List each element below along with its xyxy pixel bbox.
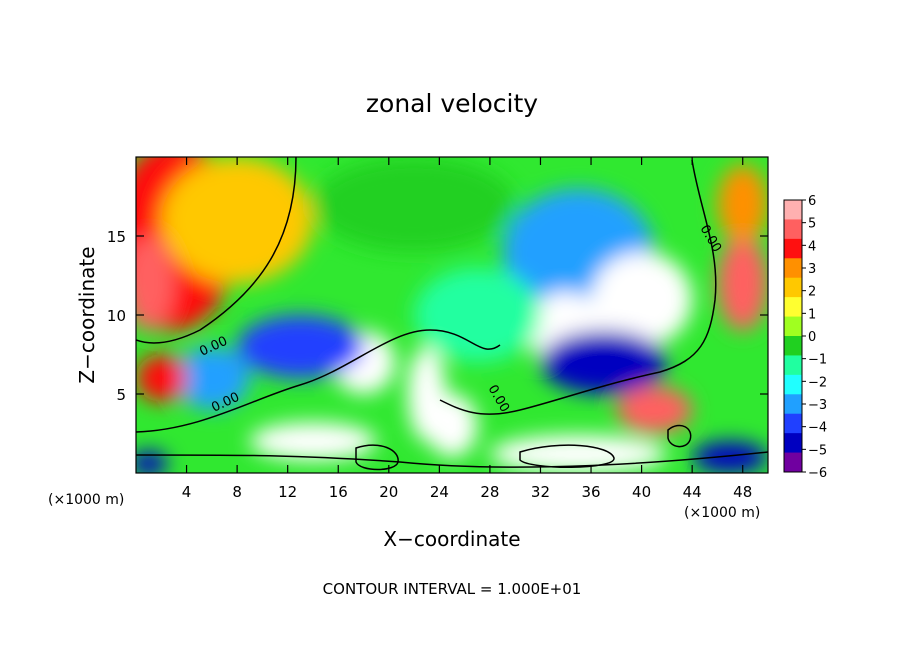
- field-blob-21: [414, 267, 541, 363]
- colorbar-swatch: [784, 238, 802, 259]
- velocity-field: [136, 157, 768, 473]
- x-tick-label: 8: [232, 483, 242, 501]
- x-tick-label: 40: [632, 483, 651, 501]
- x-tick-label: 20: [379, 483, 398, 501]
- colorbar-tick-label: −5: [808, 443, 827, 458]
- colorbar: 6 5 4 3 2 1 0 −1 −2 −3 −4 −5 −6: [783, 194, 827, 481]
- colorbar-swatch: [784, 394, 802, 415]
- contour-line-right: [439, 159, 717, 415]
- colorbar-swatch: [784, 336, 802, 356]
- colorbar-swatch: [784, 316, 802, 337]
- y-tick-label: 5: [116, 386, 126, 404]
- chart-title: zonal velocity: [366, 89, 538, 118]
- colorbar-tick-label: −1: [808, 353, 827, 368]
- colorbar-tick-label: −3: [808, 398, 827, 413]
- x-tick-label: 36: [581, 483, 600, 501]
- colorbar-swatch: [784, 433, 802, 454]
- field-blob-5: [591, 251, 693, 347]
- contour-closed-3: [667, 424, 692, 448]
- zero-contours: [136, 157, 768, 471]
- y-tick-label: 15: [107, 228, 126, 246]
- x-tick-label: 48: [733, 483, 752, 501]
- colorbar-tick-label: 4: [808, 239, 816, 254]
- contour-interval-note: CONTOUR INTERVAL = 1.000E+01: [323, 580, 582, 598]
- contour-line-lower-left: [136, 329, 501, 433]
- field-blob-3: [312, 157, 516, 252]
- colorbar-swatch: [784, 277, 802, 298]
- contour-line-left: [136, 157, 297, 344]
- contour-line-bottom: [136, 451, 768, 468]
- colorbar-tick-label: −4: [808, 421, 827, 436]
- colorbar-tick-label: 3: [808, 262, 816, 277]
- y-axis-label: Z−coordinate: [75, 246, 99, 383]
- field-blob-9: [237, 315, 364, 379]
- field-blob-19: [692, 441, 768, 473]
- x-axis-label: X−coordinate: [383, 527, 520, 551]
- colorbar-swatch: [784, 413, 802, 434]
- x-tick-label: 28: [480, 483, 499, 501]
- field-blob-1: [136, 236, 174, 331]
- x-tick-label: 12: [278, 483, 297, 501]
- colorbar-swatch: [784, 355, 802, 376]
- x-tick-label: 32: [531, 483, 550, 501]
- contour-closed-2: [519, 444, 615, 469]
- colorbar-tick-label: 1: [808, 307, 816, 322]
- colorbar-tick-label: 2: [808, 285, 816, 300]
- y-tick-label: 10: [107, 307, 126, 325]
- colorbar-swatch: [784, 297, 802, 318]
- field-blob-7: [540, 330, 667, 394]
- colorbar-swatch: [784, 452, 802, 473]
- colorbar-tick-label: 6: [808, 194, 816, 209]
- field-blob-10: [173, 346, 250, 410]
- field-blob-13: [249, 422, 377, 461]
- contour-closed-1: [355, 444, 399, 471]
- colorbar-swatch: [784, 374, 802, 395]
- field-blob-20: [136, 450, 168, 473]
- colorbar-tick-label: 0: [808, 330, 816, 345]
- x-unit-label-right: (×1000 m): [684, 505, 760, 521]
- y-axis: 5 10 15: [107, 228, 768, 404]
- field-blob-17: [717, 236, 768, 331]
- colorbar-tick-label: 5: [808, 217, 816, 232]
- colorbar-swatch: [784, 200, 802, 220]
- field-blob-2: [161, 157, 313, 284]
- field-blob-15: [616, 386, 693, 434]
- colorbar-tick-label: −2: [808, 375, 827, 390]
- x-axis: 4 8 12 16 20 24 28 32 36 40 44 48: [182, 157, 752, 501]
- colorbar-tick-label: −6: [808, 466, 827, 481]
- field-blob-18: [717, 164, 768, 244]
- plot-area: 0.000.00 0.000.00: [136, 157, 768, 473]
- x-tick-label: 16: [329, 483, 348, 501]
- field-blob-16: [136, 354, 187, 402]
- x-unit-label-left: (×1000 m): [48, 492, 124, 508]
- colorbar-swatch: [784, 219, 802, 240]
- x-tick-label: 4: [182, 483, 192, 501]
- x-tick-label: 44: [683, 483, 702, 501]
- colorbar-swatch: [784, 258, 802, 279]
- x-tick-label: 24: [430, 483, 449, 501]
- field-blob-12: [426, 394, 478, 458]
